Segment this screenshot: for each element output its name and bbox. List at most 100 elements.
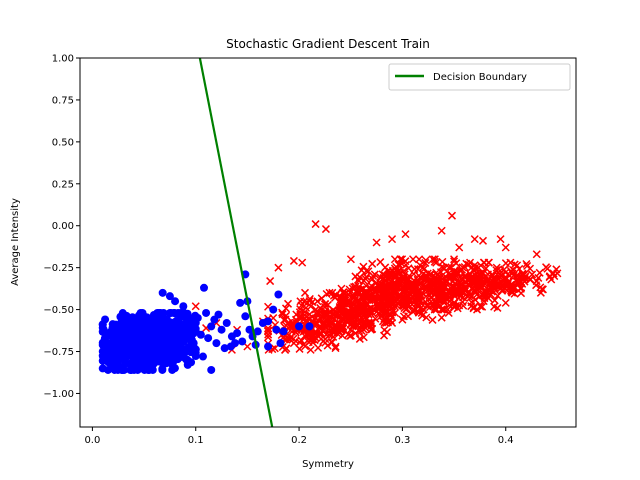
data-point-circle — [180, 308, 189, 317]
data-point-x — [401, 230, 410, 239]
data-point-circle — [207, 322, 216, 331]
data-point-circle — [180, 327, 189, 336]
data-point-x — [525, 264, 535, 273]
data-point-x — [489, 274, 498, 283]
data-point-x — [383, 328, 392, 337]
data-point-x — [327, 337, 336, 347]
data-point-x — [496, 266, 505, 275]
x-tick-label: 0.3 — [394, 435, 410, 446]
data-point-x — [478, 302, 487, 311]
data-point-circle — [279, 327, 288, 336]
data-point-circle — [214, 310, 223, 319]
data-point-x — [314, 309, 323, 318]
data-point-circle — [305, 322, 314, 331]
data-point-x — [282, 335, 291, 344]
data-point-circle — [119, 319, 128, 328]
data-point-x — [532, 250, 541, 259]
data-point-x — [512, 276, 521, 285]
data-point-x — [361, 297, 370, 306]
data-point-x — [509, 271, 518, 280]
data-point-x — [339, 324, 348, 333]
data-point-x — [455, 243, 464, 252]
data-point-x — [430, 257, 439, 266]
data-point-x — [368, 271, 378, 280]
data-point-circle — [204, 334, 213, 343]
data-point-x — [383, 318, 393, 327]
data-point-x — [520, 273, 530, 282]
data-point-x — [453, 282, 463, 291]
data-point-x — [456, 278, 465, 287]
data-point-x — [465, 291, 474, 300]
data-point-x — [501, 298, 510, 307]
data-point-circle — [117, 328, 126, 337]
data-point-circle — [264, 342, 273, 351]
data-point-x — [376, 273, 385, 282]
data-point-x — [354, 276, 363, 285]
data-point-circle — [108, 320, 117, 329]
data-point-circle — [175, 353, 184, 362]
data-point-x — [345, 331, 354, 341]
data-point-x — [447, 211, 457, 220]
data-point-x — [518, 279, 527, 288]
data-point-circle — [222, 319, 231, 328]
data-point-x — [408, 255, 418, 264]
data-point-x — [322, 289, 331, 299]
y-tick-label: 0.25 — [52, 179, 74, 190]
legend: Decision Boundary — [388, 63, 571, 91]
data-point-x — [380, 318, 389, 327]
data-point-x — [387, 304, 396, 313]
data-point-x — [366, 318, 375, 328]
data-point-x — [490, 296, 499, 305]
data-point-x — [437, 226, 446, 235]
data-point-x — [363, 305, 372, 314]
y-axis: −1.00 −0.75 −0.50 −0.25 0.00 0.25 0.50 0.75 1.00 — [43, 54, 80, 400]
line-layer — [198, 58, 274, 427]
data-point-x — [468, 284, 477, 293]
data-point-x — [355, 334, 364, 343]
data-point-x — [340, 315, 349, 324]
data-point-circle — [157, 321, 166, 330]
data-point-x — [350, 304, 359, 314]
data-point-circle — [163, 330, 172, 339]
data-point-x — [515, 264, 524, 273]
data-point-x — [345, 307, 355, 316]
data-point-x — [305, 297, 314, 306]
data-point-x — [491, 281, 500, 290]
data-point-circle — [170, 308, 179, 317]
data-point-x — [440, 305, 449, 314]
data-point-circle — [179, 302, 188, 311]
data-point-circle — [153, 332, 162, 341]
data-point-x — [421, 258, 430, 267]
data-point-x — [367, 318, 377, 328]
data-point-x — [476, 302, 485, 311]
data-point-x — [312, 309, 321, 318]
data-point-circle — [115, 338, 124, 347]
data-point-circle — [233, 329, 242, 338]
data-point-circle — [272, 325, 281, 334]
data-point-circle — [135, 348, 144, 357]
data-point-x — [313, 319, 322, 328]
data-point-x — [507, 284, 516, 293]
data-point-x — [346, 255, 355, 264]
data-point-circle — [118, 365, 127, 374]
data-point-x — [284, 318, 294, 327]
data-point-circle — [274, 290, 283, 299]
data-point-x — [369, 305, 378, 314]
data-point-x — [457, 265, 467, 274]
data-point-x — [422, 313, 431, 322]
data-point-circle — [103, 352, 112, 361]
data-point-x — [469, 266, 478, 275]
data-point-x — [323, 300, 332, 309]
data-point-x — [493, 303, 502, 312]
data-point-x — [329, 291, 338, 300]
data-point-circle — [98, 327, 107, 336]
data-point-circle — [145, 321, 154, 330]
data-point-circle — [207, 365, 216, 374]
data-point-x — [456, 292, 465, 301]
data-point-x — [484, 258, 493, 267]
data-point-circle — [158, 288, 167, 297]
data-point-x — [264, 327, 273, 336]
data-point-x — [351, 329, 360, 338]
data-point-circle — [135, 340, 144, 349]
data-point-x — [362, 272, 371, 281]
